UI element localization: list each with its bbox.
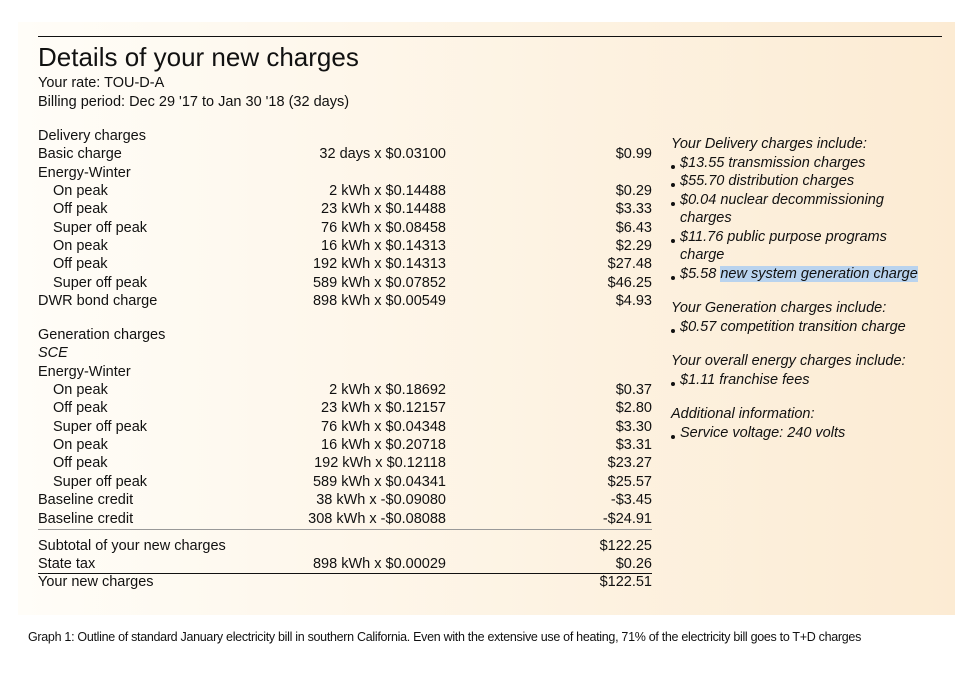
bullet: $0.57 competition transition charge [671, 318, 929, 337]
row-amount: $23.27 [607, 455, 652, 472]
row-label: DWR bond charge [38, 293, 158, 310]
bullet: $55.70 distribution charges [671, 172, 929, 191]
title: Details of your new charges [38, 42, 359, 72]
row-amount: $46.25 [607, 274, 652, 291]
row-calc: 76 kWh x $0.08458 [321, 219, 446, 236]
row-amount: $122.25 [599, 538, 652, 554]
row-label: State tax [38, 556, 96, 572]
bullet-text: $55.70 distribution charges [680, 173, 855, 189]
bullet: $0.04 nuclear decommissioning charges [671, 191, 929, 228]
period: Billing period: Dec 29 '17 to Jan 30 '18… [38, 94, 350, 110]
row-calc: 32 days x $0.03100 [319, 146, 446, 163]
row-calc: 16 kWh x $0.20718 [321, 437, 446, 454]
row-amount: $6.43 [615, 219, 652, 236]
rule [38, 528, 652, 530]
row-amount: $3.31 [615, 437, 652, 454]
sidebar-heading: Additional information: [671, 406, 815, 422]
row-label: On peak [53, 238, 108, 255]
row-calc: 192 kWh x $0.12118 [314, 455, 446, 472]
row-amount: $25.57 [607, 473, 652, 490]
row-label: Off peak [53, 201, 108, 218]
sidebar-section: Your Delivery charges include: $13.55 tra… [671, 135, 929, 283]
row-label: Off peak [53, 256, 108, 273]
bullet: Service voltage: 240 volts [671, 424, 929, 443]
row-calc: 308 kWh x -$0.08088 [308, 510, 446, 527]
sidebar: Your Delivery charges include: $13.55 tra… [671, 135, 929, 458]
row-calc: 589 kWh x $0.04341 [312, 473, 446, 490]
row-amount: $0.29 [615, 183, 652, 200]
bullet-text: $13.55 transmission charges [680, 154, 866, 171]
row-label: Off peak [53, 400, 108, 417]
row-label: Super off peak [53, 219, 148, 236]
row-amount: $2.29 [615, 238, 652, 255]
row-label: On peak [53, 382, 108, 399]
bill-panel [18, 22, 955, 615]
row-calc: 898 kWh x $0.00029 [312, 556, 446, 572]
row-label: Super off peak [53, 418, 148, 435]
sidebar-section: Additional information: Service voltage: … [671, 405, 929, 442]
bullet-text: $11.76 public purpose programs charge [680, 228, 887, 264]
row-amount: $27.48 [607, 256, 652, 273]
row-label: On peak [53, 183, 108, 200]
bullet-text: $0.04 nuclear decommissioning charges [680, 191, 884, 227]
row-label: Energy-Winter [38, 363, 131, 380]
top-rule [38, 36, 942, 37]
bullet-text: Service voltage: 240 volts [680, 424, 846, 441]
bullet: $5.58 new system generation charge [671, 265, 929, 284]
row-calc: 23 kWh x $0.14488 [321, 201, 446, 218]
row-amount: $122.51 [599, 574, 652, 590]
provider: SCE [38, 345, 68, 362]
bullet-text: $0.57 competition transition charge [680, 318, 906, 335]
section-heading: Delivery charges [38, 128, 146, 144]
bullet: $13.55 transmission charges [671, 154, 929, 173]
row-label: Baseline credit [38, 492, 134, 509]
row-amount: $3.30 [615, 418, 652, 435]
rate: Your rate: TOU-D-A [38, 75, 165, 91]
bullet-text: $5.58 [680, 265, 717, 282]
row-calc: 23 kWh x $0.12157 [321, 400, 446, 417]
row-calc: 2 kWh x $0.18692 [329, 382, 446, 399]
row-amount: -$24.91 [602, 510, 652, 527]
row-label: Energy-Winter [38, 164, 131, 181]
row-amount: $4.93 [615, 293, 652, 310]
row-amount: $3.33 [615, 201, 652, 218]
caption: Graph 1: Outline of standard January ele… [28, 630, 862, 644]
row-label: Basic charge [38, 146, 122, 163]
row-calc: 2 kWh x $0.14488 [329, 183, 446, 200]
sidebar-heading: Your Generation charges include: [671, 300, 887, 316]
row-label: On peak [53, 437, 108, 454]
row-amount: $0.26 [615, 556, 652, 572]
row-label: Baseline credit [38, 510, 134, 527]
row-amount: $0.99 [615, 146, 652, 163]
rule [38, 573, 652, 574]
row-label: Your new charges [38, 574, 154, 590]
bullet-text: $1.11 franchise fees [680, 371, 810, 388]
row-calc: 192 kWh x $0.14313 [312, 256, 446, 273]
row-label: Super off peak [53, 473, 148, 490]
row-label: Off peak [53, 455, 108, 472]
sidebar-section: Your overall energy charges include: $1.1… [671, 352, 929, 389]
row-calc: 898 kWh x $0.00549 [312, 293, 446, 310]
row-calc: 76 kWh x $0.04348 [321, 418, 446, 435]
sidebar-heading: Your Delivery charges include: [671, 136, 867, 152]
highlighted-text: new system generation charge [720, 265, 918, 282]
section-heading: Generation charges [38, 327, 166, 343]
bullet: $1.11 franchise fees [671, 371, 929, 390]
sidebar-heading: Your overall energy charges include: [671, 353, 906, 369]
row-amount: $0.37 [615, 382, 652, 399]
row-calc: 589 kWh x $0.07852 [312, 274, 446, 291]
bullet: $11.76 public purpose programs charge [671, 228, 929, 265]
row-calc: 38 kWh x -$0.09080 [316, 492, 446, 509]
row-calc: 16 kWh x $0.14313 [321, 238, 446, 255]
row-amount: $2.80 [615, 400, 652, 417]
sidebar-section: Your Generation charges include: $0.57 co… [671, 299, 929, 336]
row-amount: -$3.45 [610, 492, 652, 509]
row-label: Subtotal of your new charges [38, 538, 226, 554]
row-label: Super off peak [53, 274, 148, 291]
